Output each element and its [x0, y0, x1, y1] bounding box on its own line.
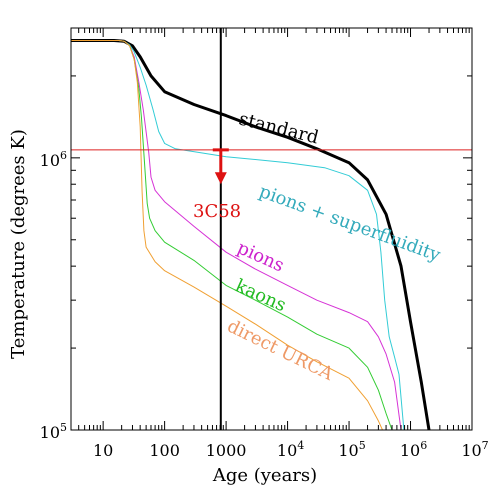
plot-lines	[71, 39, 431, 430]
axis-ticks	[70, 27, 473, 431]
y-axis-label: Temperature (degrees K)	[8, 129, 29, 359]
x-tick-label: 10	[93, 441, 113, 460]
x-tick-label: 107	[461, 439, 488, 460]
x-tick-label: 104	[277, 439, 304, 460]
y-tick-label: 105	[40, 421, 67, 442]
reference-lines	[71, 28, 472, 430]
series-line-pions-superfluidity	[71, 40, 405, 430]
marker-3c58-arrow-head	[214, 172, 227, 185]
annotation-3c58: 3C58	[193, 201, 241, 222]
x-tick-label: 100	[149, 441, 180, 460]
plot-frame	[70, 27, 473, 431]
x-axis-label: Age (years)	[212, 465, 317, 486]
y-tick-label: 106	[40, 149, 67, 170]
x-tick-label: 106	[400, 439, 427, 460]
x-tick-label: 105	[338, 439, 365, 460]
axis-tick-labels: 10 100 1000 104 105 106 107 105 106	[40, 149, 489, 460]
series-line-direct-urca	[71, 40, 383, 430]
x-tick-label: 1000	[206, 441, 247, 460]
series-line-standard	[71, 39, 431, 430]
